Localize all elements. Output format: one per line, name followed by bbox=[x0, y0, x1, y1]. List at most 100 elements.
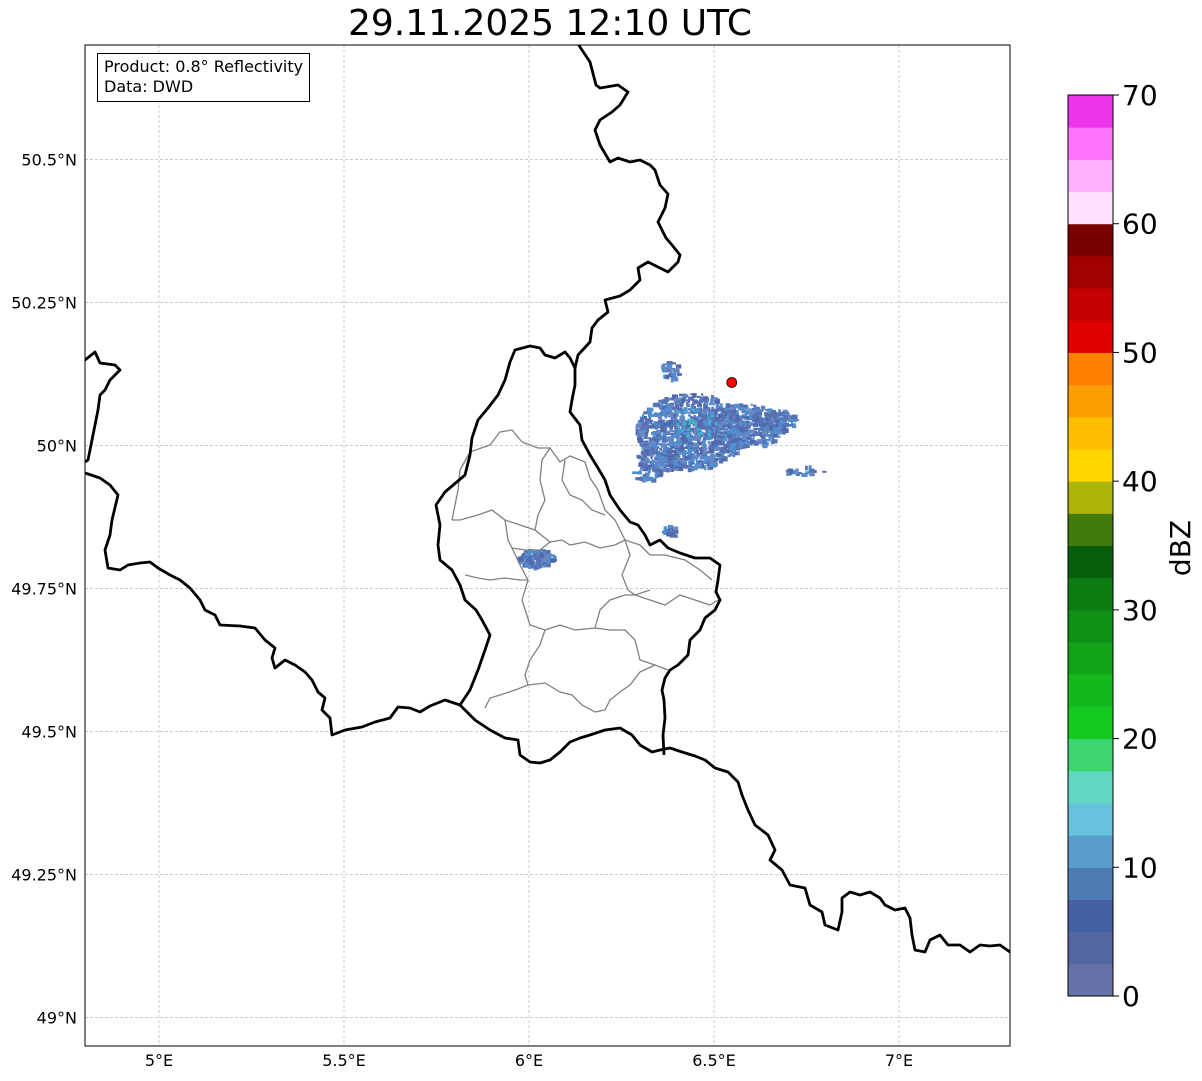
echo-pixel bbox=[752, 433, 755, 438]
echo-pixel bbox=[689, 428, 693, 431]
echo-pixel bbox=[663, 465, 667, 471]
echo-pixel bbox=[764, 429, 768, 434]
echo-pixel bbox=[664, 450, 671, 456]
echo-pixel bbox=[532, 553, 538, 559]
echo-pixel bbox=[646, 446, 651, 449]
echo-pixel bbox=[662, 422, 669, 427]
echo-pixel bbox=[730, 432, 734, 437]
echo-pixel bbox=[766, 417, 771, 423]
echo-pixel bbox=[715, 409, 720, 412]
echo-pixel bbox=[702, 439, 706, 445]
echo-pixel bbox=[674, 463, 680, 467]
echo-pixel bbox=[681, 447, 685, 451]
echo-pixel bbox=[692, 399, 698, 405]
echo-pixel bbox=[690, 416, 693, 419]
echo-pixel bbox=[663, 427, 667, 433]
echo-pixel bbox=[754, 420, 760, 423]
echo-pixel bbox=[696, 395, 701, 398]
echo-pixel bbox=[638, 432, 645, 437]
echo-pixel bbox=[678, 408, 682, 411]
echo-pixel bbox=[719, 451, 722, 457]
echo-pixel bbox=[764, 426, 768, 431]
echo-pixel bbox=[775, 413, 778, 417]
echo-pixel bbox=[733, 434, 736, 438]
echo-pixel bbox=[686, 411, 692, 414]
echo-pixel bbox=[640, 418, 643, 421]
echo-pixel bbox=[644, 416, 647, 420]
echo-pixel bbox=[699, 454, 704, 460]
echo-pixel bbox=[717, 435, 722, 440]
echo-pixel bbox=[726, 440, 732, 444]
echo-pixel bbox=[641, 476, 644, 480]
product-label: Product: 0.8° Reflectivity bbox=[104, 57, 304, 76]
echo-pixel bbox=[775, 419, 781, 422]
echo-pixel bbox=[722, 437, 726, 443]
echo-pixel bbox=[659, 447, 663, 451]
echo-pixel bbox=[713, 429, 717, 433]
echo-pixel bbox=[654, 473, 659, 479]
echo-pixel bbox=[778, 431, 783, 435]
lon-tick-label: 5.5°E bbox=[322, 1051, 366, 1070]
echo-pixel bbox=[650, 466, 654, 470]
echo-pixel bbox=[646, 424, 652, 429]
echo-pixel bbox=[690, 409, 695, 414]
echo-pixel bbox=[528, 564, 532, 569]
echo-pixel bbox=[730, 421, 734, 426]
echo-pixel bbox=[671, 372, 677, 377]
echo-pixel bbox=[696, 419, 700, 424]
echo-pixel bbox=[674, 441, 678, 445]
echo-pixel bbox=[678, 464, 683, 468]
echo-pixel bbox=[728, 424, 733, 429]
echo-pixel bbox=[692, 431, 696, 435]
echo-pixel bbox=[654, 444, 658, 449]
echo-pixel bbox=[727, 437, 730, 443]
lat-tick-label: 49°N bbox=[37, 1008, 77, 1027]
echo-pixel bbox=[661, 366, 665, 372]
echo-pixel bbox=[686, 403, 691, 407]
echo-pixel bbox=[786, 471, 790, 476]
echo-pixel bbox=[673, 526, 679, 530]
echo-pixel bbox=[671, 458, 674, 461]
echo-pixel bbox=[662, 435, 665, 440]
lon-tick-label: 7°E bbox=[885, 1051, 913, 1070]
echo-pixel bbox=[635, 430, 639, 436]
echo-pixel bbox=[743, 444, 746, 449]
echo-pixel bbox=[535, 561, 541, 565]
echo-pixel bbox=[695, 458, 698, 461]
echo-pixel bbox=[688, 446, 691, 451]
echo-pixel bbox=[642, 474, 647, 478]
echo-pixel bbox=[639, 479, 644, 482]
colorbar-tick-label: 40 bbox=[1122, 465, 1158, 498]
product-info-box: Product: 0.8° Reflectivity Data: DWD bbox=[97, 53, 311, 102]
echo-pixel bbox=[745, 444, 750, 448]
echo-pixel bbox=[729, 453, 733, 456]
echo-pixel bbox=[756, 414, 759, 420]
echo-pixel bbox=[703, 460, 708, 463]
echo-pixel bbox=[704, 402, 708, 405]
echo-pixel bbox=[702, 447, 706, 450]
echo-pixel bbox=[667, 525, 673, 528]
echo-pixel bbox=[673, 424, 679, 430]
colorbar-segment bbox=[1068, 159, 1113, 193]
echo-pixel bbox=[639, 441, 642, 446]
echo-pixel bbox=[543, 550, 548, 553]
echo-pixel bbox=[702, 444, 707, 449]
lat-tick-label: 50.25°N bbox=[11, 293, 77, 312]
echo-pixel bbox=[734, 451, 737, 456]
echo-pixel bbox=[770, 440, 775, 444]
echo-pixel bbox=[676, 437, 680, 441]
echo-pixel bbox=[739, 403, 744, 409]
echo-pixel bbox=[718, 446, 724, 449]
echo-pixel bbox=[787, 418, 793, 423]
echo-pixel bbox=[773, 428, 779, 433]
echo-pixel bbox=[701, 397, 706, 402]
echo-pixel bbox=[742, 416, 749, 419]
colorbar-segment bbox=[1068, 802, 1113, 836]
echo-pixel bbox=[768, 436, 771, 440]
echo-pixel bbox=[656, 412, 661, 416]
lat-tick-label: 50°N bbox=[37, 436, 77, 455]
echo-pixel bbox=[640, 450, 647, 455]
echo-pixel bbox=[710, 426, 716, 430]
echo-pixel bbox=[716, 421, 720, 424]
echo-pixel bbox=[705, 436, 712, 440]
